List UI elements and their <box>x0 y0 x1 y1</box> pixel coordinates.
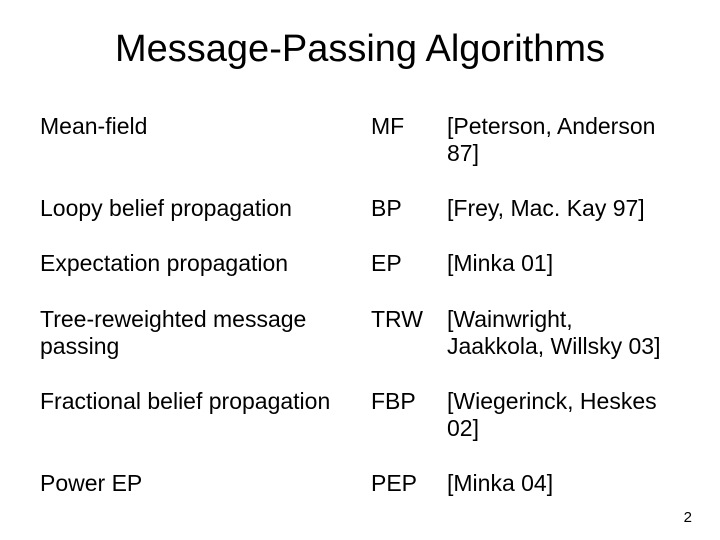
table-row: Fractional belief propagation FBP [Wiege… <box>40 374 680 456</box>
table-row: Loopy belief propagation BP [Frey, Mac. … <box>40 181 680 236</box>
algo-abbr: MF <box>371 99 447 181</box>
algo-abbr: BP <box>371 181 447 236</box>
algo-name: Loopy belief propagation <box>40 181 371 236</box>
algo-ref: [Minka 04] <box>447 456 680 511</box>
table-row: Tree-reweighted message passing TRW [Wai… <box>40 292 680 374</box>
algo-name: Power EP <box>40 456 371 511</box>
algo-abbr: TRW <box>371 292 447 374</box>
algo-name: Mean-field <box>40 99 371 181</box>
algo-ref: [Minka 01] <box>447 236 680 291</box>
table-row: Power EP PEP [Minka 04] <box>40 456 680 511</box>
table-row: Mean-field MF [Peterson, Anderson 87] <box>40 99 680 181</box>
algo-abbr: EP <box>371 236 447 291</box>
algo-name: Expectation propagation <box>40 236 371 291</box>
slide: Message-Passing Algorithms Mean-field MF… <box>0 0 720 540</box>
slide-title: Message-Passing Algorithms <box>40 28 680 71</box>
algo-abbr: PEP <box>371 456 447 511</box>
algo-ref: [Wainwright, Jaakkola, Willsky 03] <box>447 292 680 374</box>
algo-name: Tree-reweighted message passing <box>40 292 371 374</box>
slide-number: 2 <box>684 509 692 526</box>
table-row: Expectation propagation EP [Minka 01] <box>40 236 680 291</box>
algo-abbr: FBP <box>371 374 447 456</box>
algo-ref: [Peterson, Anderson 87] <box>447 99 680 181</box>
algo-ref: [Frey, Mac. Kay 97] <box>447 181 680 236</box>
algo-name: Fractional belief propagation <box>40 374 371 456</box>
algo-ref: [Wiegerinck, Heskes 02] <box>447 374 680 456</box>
algorithms-table: Mean-field MF [Peterson, Anderson 87] Lo… <box>40 99 680 511</box>
